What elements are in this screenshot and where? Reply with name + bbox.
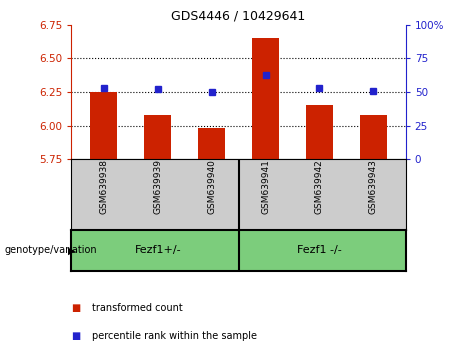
Title: GDS4446 / 10429641: GDS4446 / 10429641 xyxy=(171,9,306,22)
Text: ■: ■ xyxy=(71,331,81,341)
Bar xyxy=(252,38,279,159)
Text: Fezf1 -/-: Fezf1 -/- xyxy=(297,245,342,256)
Text: Fezf1+/-: Fezf1+/- xyxy=(135,245,181,256)
Text: GSM639938: GSM639938 xyxy=(99,159,108,214)
Text: GSM639942: GSM639942 xyxy=(315,159,324,214)
Text: ▶: ▶ xyxy=(68,245,76,256)
Bar xyxy=(306,105,333,159)
Text: GSM639940: GSM639940 xyxy=(207,159,216,214)
Text: transformed count: transformed count xyxy=(92,303,183,313)
Bar xyxy=(90,92,117,159)
Text: GSM639943: GSM639943 xyxy=(369,159,378,214)
Text: GSM639941: GSM639941 xyxy=(261,159,270,214)
Bar xyxy=(198,129,225,159)
Bar xyxy=(144,115,171,159)
Bar xyxy=(360,115,387,159)
Text: ■: ■ xyxy=(71,303,81,313)
Text: percentile rank within the sample: percentile rank within the sample xyxy=(92,331,257,341)
Text: genotype/variation: genotype/variation xyxy=(5,245,97,256)
Text: GSM639939: GSM639939 xyxy=(153,159,162,214)
